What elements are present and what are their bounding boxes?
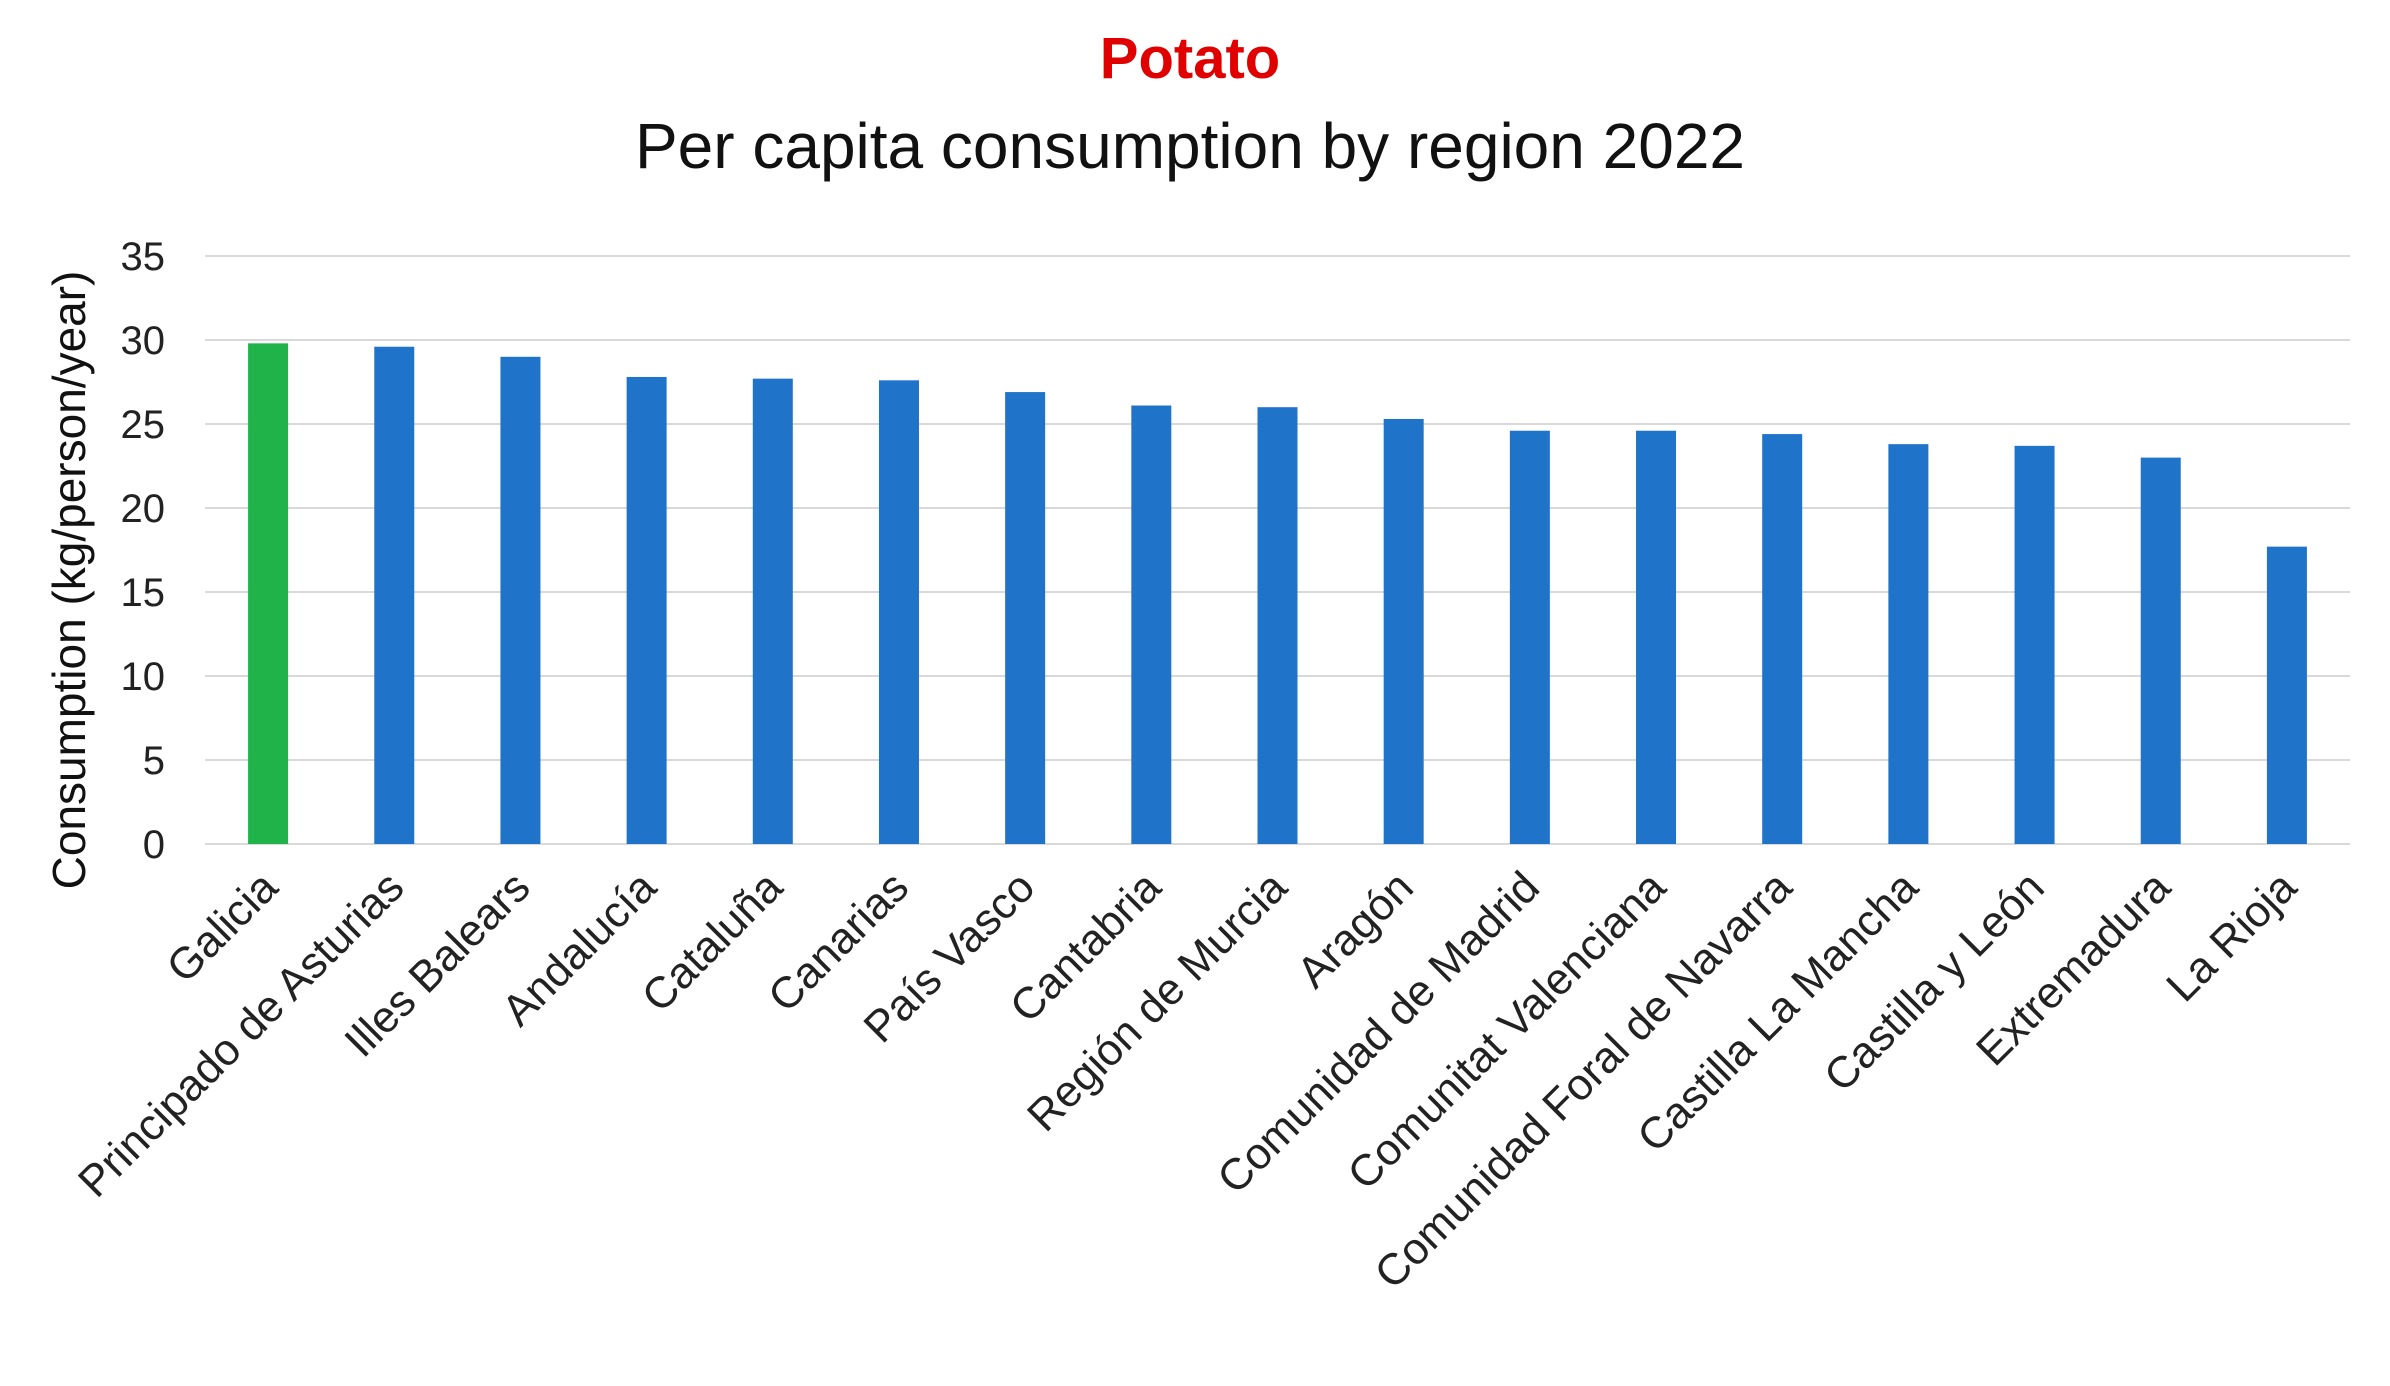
y-tick-label: 30 [121, 319, 166, 363]
bar-15 [2140, 457, 2181, 844]
bar-2 [500, 356, 541, 844]
bar-11 [1636, 430, 1677, 844]
y-tick-label: 20 [121, 487, 166, 531]
y-tick-label: 35 [121, 235, 166, 279]
bar-12 [1762, 434, 1803, 844]
bar-5 [878, 380, 919, 844]
bar-1 [374, 346, 415, 844]
chart-subtitle: Per capita consumption by region 2022 [635, 110, 1745, 182]
bars [248, 343, 2307, 844]
x-tick-label: Castilla y León [1815, 862, 2054, 1101]
bar-13 [1888, 444, 1929, 844]
bar-9 [1383, 418, 1424, 844]
bar-6 [1005, 392, 1046, 844]
chart-title: Potato [1100, 26, 1280, 91]
y-tick-label: 10 [121, 655, 166, 699]
y-axis-ticks: 0 5 10 15 20 25 30 35 [121, 235, 166, 867]
y-tick-label: 15 [121, 571, 166, 615]
bar-10 [1509, 430, 1550, 844]
y-axis-title: Consumption (kg/person/year) [43, 271, 95, 890]
y-tick-label: 0 [143, 823, 165, 867]
x-tick-label: La Rioja [2157, 862, 2306, 1011]
bar-3 [626, 376, 667, 844]
y-tick-label: 25 [121, 403, 166, 447]
bar-4 [752, 378, 793, 844]
bar-8 [1257, 407, 1298, 844]
bar-0 [248, 343, 289, 844]
bar-16 [2266, 546, 2307, 844]
bar-7 [1131, 405, 1172, 844]
y-tick-label: 5 [143, 739, 165, 783]
bar-14 [2014, 445, 2055, 844]
